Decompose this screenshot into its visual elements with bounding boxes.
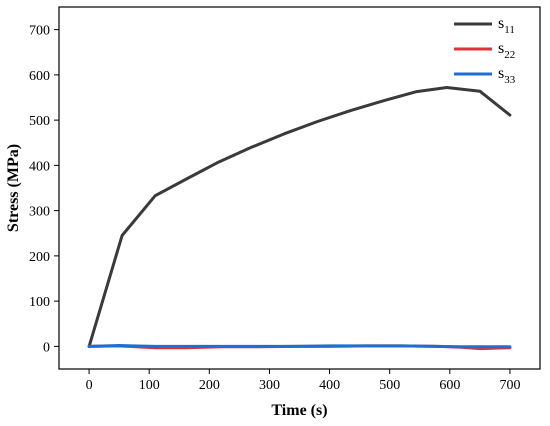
y-tick-label: 300 — [29, 205, 50, 220]
series-line-s11 — [87, 86, 512, 348]
y-tick-label: 500 — [29, 114, 50, 129]
x-axis-title: Time (s) — [271, 402, 327, 419]
y-tick-label: 700 — [29, 24, 50, 39]
x-tick-label: 500 — [379, 378, 400, 393]
legend: s11 s22 s33 — [454, 15, 516, 86]
y-axis-ticks: 0 100 200 300 400 500 600 700 — [29, 24, 59, 355]
y-tick-label: 200 — [29, 250, 50, 265]
x-axis-ticks: 0 100 200 300 400 500 600 700 — [86, 369, 520, 393]
plot-frame — [58, 6, 541, 370]
legend-label-s33: s33 — [498, 65, 516, 86]
x-tick-label: 600 — [439, 378, 460, 393]
x-tick-label: 100 — [139, 378, 160, 393]
x-tick-label: 0 — [86, 378, 93, 393]
y-tick-label: 100 — [29, 295, 50, 310]
x-tick-label: 400 — [319, 378, 340, 393]
y-axis-title: Stress (MPa) — [5, 144, 22, 232]
y-tick-label: 600 — [29, 69, 50, 84]
legend-label-s22: s22 — [498, 40, 515, 61]
y-tick-label: 400 — [29, 159, 50, 174]
legend-label-s11: s11 — [498, 15, 515, 36]
x-tick-label: 300 — [259, 378, 280, 393]
y-tick-label: 0 — [43, 340, 50, 355]
x-tick-label: 700 — [499, 378, 520, 393]
series-lines — [87, 86, 512, 351]
series-line-s33 — [87, 344, 512, 349]
x-tick-label: 200 — [199, 378, 220, 393]
